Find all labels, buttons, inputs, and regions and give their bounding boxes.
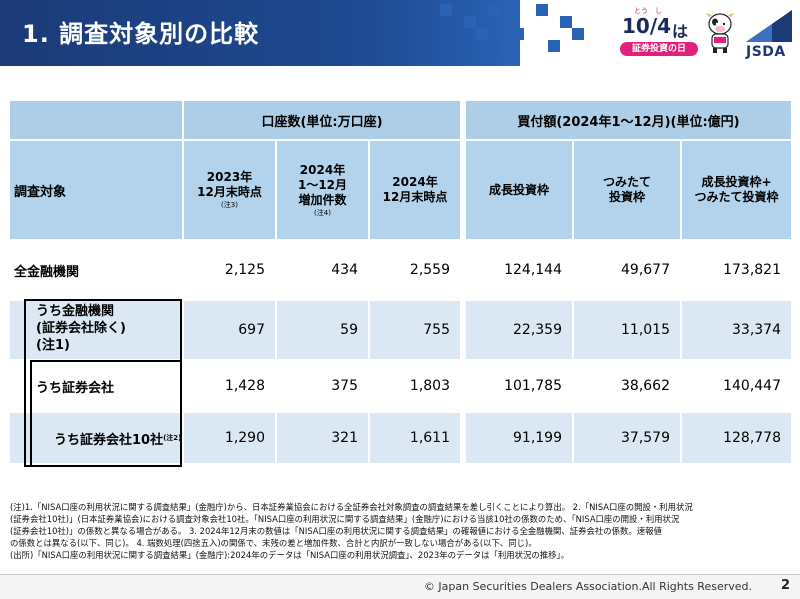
checker-square [488, 4, 500, 16]
col-header-line2: 12月末時点 [382, 190, 448, 204]
table-cell: 2,125 [184, 241, 275, 299]
table-cell: 11,015 [574, 301, 680, 359]
col-header-line3: 増加件数 [298, 192, 347, 207]
logo-ha: は [672, 22, 689, 41]
checker-square [536, 4, 548, 16]
row-label-line1: うち金融機関 [36, 304, 115, 319]
table-cell: 128,778 [682, 413, 791, 463]
row-label-banks-cell [10, 301, 182, 359]
col-header-line1: 2024年 [392, 175, 438, 189]
col-header-line1: 成長投資枠 [488, 182, 549, 197]
footnote-line: (注)1.「NISA口座の利用状況に関する調査結果」(金融庁)から、日本証券業協… [10, 502, 693, 512]
target-header-label: 調査対象 [14, 184, 67, 200]
logo-pill: 証券投資の日 [620, 42, 698, 56]
checker-pattern [440, 0, 600, 52]
table-cell: 37,579 [574, 413, 680, 463]
col-header-note: (注3) [221, 201, 238, 210]
table-cell: 33,374 [682, 301, 791, 359]
logo-date: 10/4 [622, 14, 672, 38]
col-header-2024-increase: 2024年 1～12月 増加件数 (注4) [277, 141, 368, 239]
jsda-logo-icon [746, 10, 792, 42]
row-label-securities: うち証券会社 [10, 361, 182, 411]
footnote-line: (出所)「NISA口座の利用状況に関する調査結果」(金融庁):2024年のデータ… [10, 550, 569, 560]
col-header-line2: つみたて投資枠 [694, 190, 779, 204]
table-cell: 173,821 [682, 241, 791, 299]
checker-square [440, 4, 452, 16]
checker-square [476, 28, 488, 40]
table-cell: 140,447 [682, 361, 791, 411]
col-header-tsumitate: つみたて 投資枠 [574, 141, 680, 239]
target-header: 調査対象 [10, 141, 182, 239]
table-cell: 101,785 [466, 361, 572, 411]
investment-day-logo: とう し 10/4 は 証券投資の日 [612, 6, 702, 58]
checker-square [572, 28, 584, 40]
col-header-line1: 2024年 [299, 162, 346, 177]
table-cell: 375 [277, 361, 368, 411]
table-cell: 1,290 [184, 413, 275, 463]
table-cell: 434 [277, 241, 368, 299]
table-cell: 755 [370, 301, 460, 359]
table-cell: 321 [277, 413, 368, 463]
group-header-purchases: 買付額(2024年1～12月)(単位:億円) [466, 101, 791, 139]
col-header-total: 成長投資枠+ つみたて投資枠 [682, 141, 791, 239]
col-header-line1: 成長投資枠+ [701, 175, 772, 189]
table-cell: 59 [277, 301, 368, 359]
slide-header: 1. 調査対象別の比較 とう し 10/4 は 証券投資の日 JSDA [0, 0, 800, 66]
col-header-line2: 1～12月 [297, 177, 348, 192]
group-header-accounts: 口座数(単位:万口座) [184, 101, 460, 139]
col-header-growth: 成長投資枠 [466, 141, 572, 239]
footnote-line: の係数とは異なる(以下、同じ)。 4. 端数処理(四捨五入)の関係で、末残の差と… [10, 538, 537, 548]
table-cell: 22,359 [466, 301, 572, 359]
table-cell: 2,559 [370, 241, 460, 299]
copyright-text: © Japan Securities Dealers Association.A… [423, 580, 752, 593]
checker-square [512, 28, 524, 40]
row-label-text: うち証券会社 [36, 380, 115, 396]
checker-square [560, 16, 572, 28]
row-label-banks: うち金融機関 (証券会社除く) (注1) [36, 303, 176, 354]
col-header-line2: 投資枠 [608, 190, 645, 204]
group-header-purchases-label: 買付額(2024年1～12月)(単位:億円) [517, 114, 740, 130]
col-header-2023-end: 2023年 12月末時点 (注3) [184, 141, 275, 239]
table-cell: 49,677 [574, 241, 680, 299]
page-number: 2 [780, 578, 790, 593]
hierarchy-bracket-inner [30, 360, 182, 465]
slide-footer: © Japan Securities Dealers Association.A… [0, 574, 800, 599]
jsda-logo-text: JSDA [746, 44, 786, 60]
group-header-accounts-label: 口座数(単位:万口座) [261, 114, 383, 130]
title-bar: 1. 調査対象別の比較 [0, 0, 520, 66]
table-cell: 697 [184, 301, 275, 359]
table-cell: 91,199 [466, 413, 572, 463]
table-cell: 1,428 [184, 361, 275, 411]
cow-mascot-icon [706, 13, 734, 53]
footnote-line: (証券会社10社)」(日本証券業協会)における調査対象会社10社。「NISA口座… [10, 514, 680, 524]
page-title: 1. 調査対象別の比較 [22, 20, 260, 48]
col-header-line1: 2023年 [206, 170, 253, 185]
col-header-2024-end: 2024年 12月末時点 [370, 141, 460, 239]
table-cell: 38,662 [574, 361, 680, 411]
row-label-text: 全金融機関 [14, 264, 80, 280]
checker-square [464, 16, 476, 28]
table-cell: 124,144 [466, 241, 572, 299]
row-label-line3: (注1) [36, 338, 70, 353]
footnote-line: (証券会社10社)」の係数と異なる場合がある。 3. 2024年12月末の数値は… [10, 526, 662, 536]
table-corner-cell [10, 101, 182, 139]
checker-square [548, 40, 560, 52]
row-label-text: うち証券会社10社 [54, 432, 164, 448]
row-label-securities-10: うち証券会社10社 (注2) [10, 413, 182, 463]
checker-square [500, 40, 512, 52]
row-label-all: 全金融機関 [10, 241, 182, 299]
footnotes: (注)1.「NISA口座の利用状況に関する調査結果」(金融庁)から、日本証券業協… [10, 501, 795, 561]
table-cell: 1,611 [370, 413, 460, 463]
row-label-note: (注2) [163, 434, 182, 442]
col-header-note: (注4) [314, 208, 331, 217]
bracket-bottom-line [24, 465, 182, 467]
row-label-line2: (証券会社除く) [36, 321, 126, 336]
logo-ruby: とう し [634, 7, 662, 15]
col-header-line2: 12月末時点 [197, 185, 262, 200]
table-cell: 1,803 [370, 361, 460, 411]
col-header-line1: つみたて [602, 175, 651, 189]
